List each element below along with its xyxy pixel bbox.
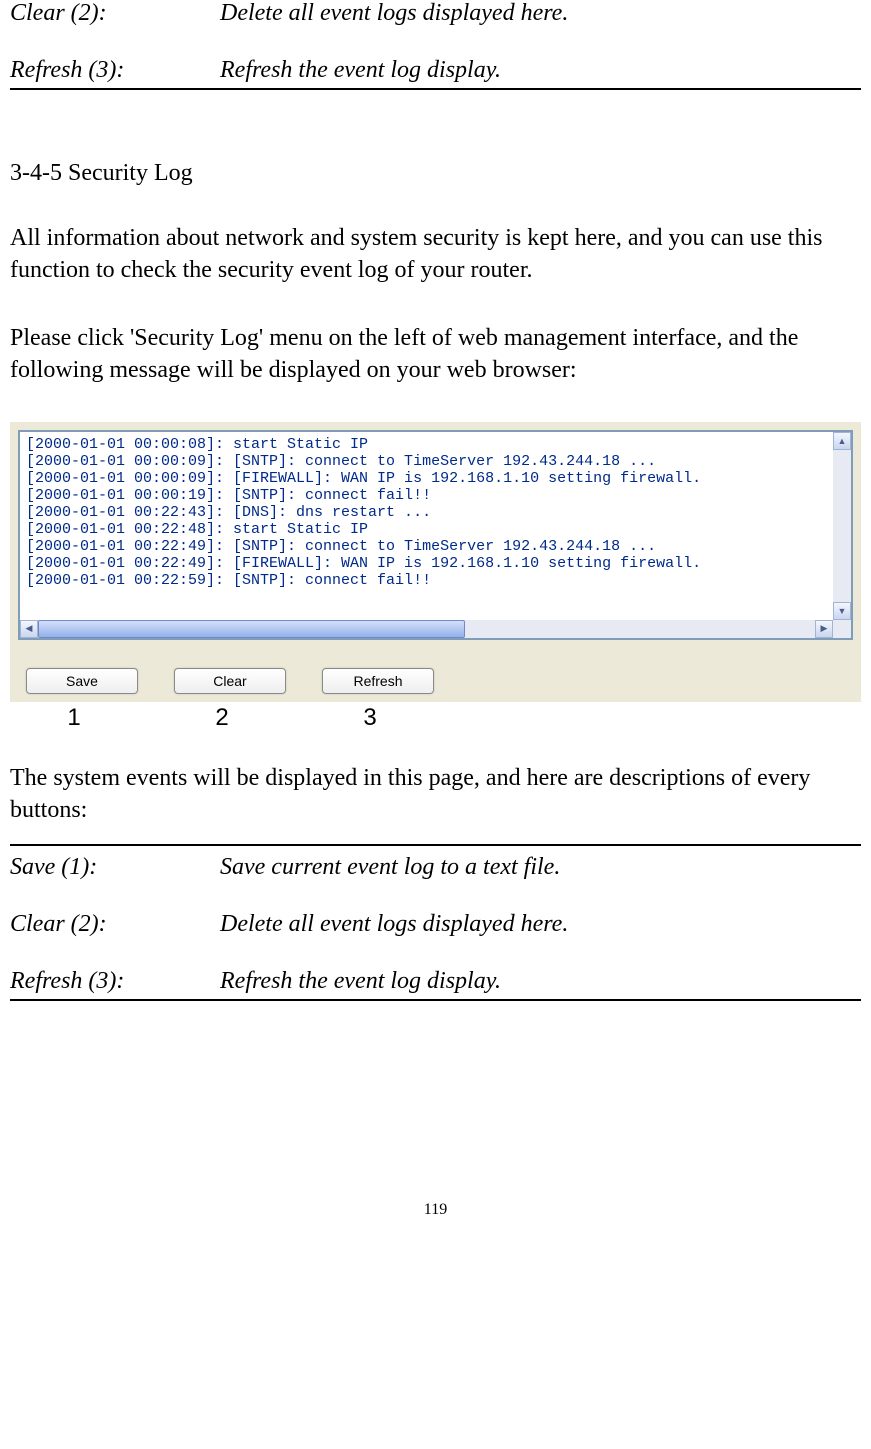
log-line: [2000-01-01 00:22:59]: [SNTP]: connect f…	[26, 572, 827, 589]
scroll-down-icon[interactable]: ▼	[833, 602, 851, 620]
log-line: [2000-01-01 00:00:19]: [SNTP]: connect f…	[26, 487, 827, 504]
log-line: [2000-01-01 00:00:09]: [FIREWALL]: WAN I…	[26, 470, 827, 487]
def-desc: Delete all event logs displayed here.	[220, 0, 861, 27]
log-line: [2000-01-01 00:00:08]: start Static IP	[26, 436, 827, 453]
divider	[10, 844, 861, 846]
refresh-button[interactable]: Refresh	[322, 668, 434, 694]
button-row: Save Clear Refresh	[18, 668, 853, 694]
scroll-up-icon[interactable]: ▲	[833, 432, 851, 450]
def-desc: Delete all event logs displayed here.	[220, 911, 861, 938]
def-desc: Refresh the event log display.	[220, 968, 861, 995]
def-term: Clear (2):	[10, 0, 220, 27]
annotation-number: 1	[18, 704, 130, 732]
scroll-track[interactable]	[38, 620, 815, 638]
def-desc: Save current event log to a text file.	[220, 854, 861, 881]
log-textarea[interactable]: [2000-01-01 00:00:08]: start Static IP[2…	[20, 432, 833, 620]
def-row: Refresh (3): Refresh the event log displ…	[10, 968, 861, 995]
scroll-track[interactable]	[833, 450, 851, 602]
annotation-number: 3	[314, 704, 426, 732]
def-term: Refresh (3):	[10, 57, 220, 84]
def-row: Refresh (3): Refresh the event log displ…	[10, 57, 861, 84]
log-line: [2000-01-01 00:22:48]: start Static IP	[26, 521, 827, 538]
section-heading: 3-4-5 Security Log	[10, 160, 861, 187]
scroll-left-icon[interactable]: ◀	[20, 620, 38, 638]
log-textarea-container: [2000-01-01 00:00:08]: start Static IP[2…	[18, 430, 853, 640]
divider	[10, 999, 861, 1001]
scroll-right-icon[interactable]: ▶	[815, 620, 833, 638]
def-row: Clear (2): Delete all event logs display…	[10, 0, 861, 27]
log-line: [2000-01-01 00:22:49]: [SNTP]: connect t…	[26, 538, 827, 555]
log-line: [2000-01-01 00:00:09]: [SNTP]: connect t…	[26, 453, 827, 470]
definitions-top: Clear (2): Delete all event logs display…	[10, 0, 861, 84]
paragraph-instructions: Please click 'Security Log' menu on the …	[10, 322, 861, 387]
log-line: [2000-01-01 00:22:49]: [FIREWALL]: WAN I…	[26, 555, 827, 572]
scrollbar-vertical[interactable]: ▲ ▼	[833, 432, 851, 620]
log-line: [2000-01-01 00:22:43]: [DNS]: dns restar…	[26, 504, 827, 521]
def-row: Save (1): Save current event log to a te…	[10, 854, 861, 881]
def-term: Save (1):	[10, 854, 220, 881]
def-term: Clear (2):	[10, 911, 220, 938]
paragraph-desc-intro: The system events will be displayed in t…	[10, 762, 861, 827]
definitions-bottom: Save (1): Save current event log to a te…	[10, 854, 861, 995]
def-desc: Refresh the event log display.	[220, 57, 861, 84]
clear-button[interactable]: Clear	[174, 668, 286, 694]
annotation-number: 2	[166, 704, 278, 732]
def-row: Clear (2): Delete all event logs display…	[10, 911, 861, 938]
page-number: 119	[10, 1201, 861, 1219]
annotation-row: 1 2 3	[10, 704, 861, 732]
scroll-thumb[interactable]	[38, 620, 465, 638]
save-button[interactable]: Save	[26, 668, 138, 694]
scrollbar-horizontal[interactable]: ◀ ▶	[20, 620, 833, 638]
scroll-corner	[833, 620, 851, 638]
divider	[10, 88, 861, 90]
def-term: Refresh (3):	[10, 968, 220, 995]
screenshot-panel: [2000-01-01 00:00:08]: start Static IP[2…	[10, 422, 861, 702]
paragraph-intro: All information about network and system…	[10, 222, 861, 287]
